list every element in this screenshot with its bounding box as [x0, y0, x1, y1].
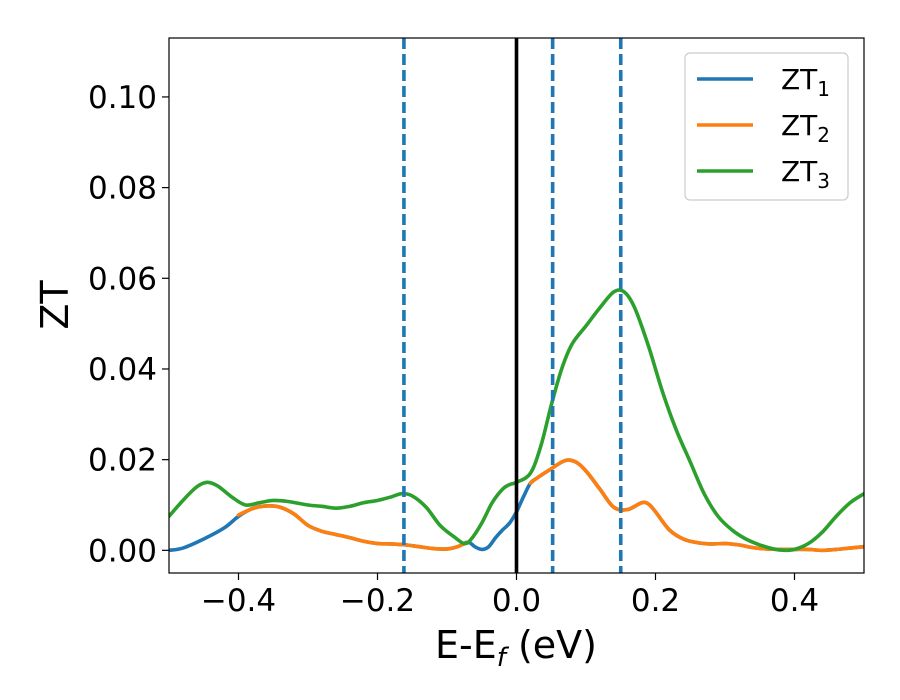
- y-tick-label: 0.06: [88, 261, 157, 297]
- legend-label-zt1: ZT1: [781, 63, 830, 101]
- y-axis-label: ZT: [33, 280, 77, 330]
- x-tick-label: −0.2: [340, 583, 415, 619]
- y-tick-label: 0.04: [88, 352, 157, 388]
- x-tick-label: 0.0: [492, 583, 541, 619]
- x-axis-label: E-Ef (eV): [435, 623, 597, 673]
- x-tick-label: −0.4: [201, 583, 276, 619]
- y-tick-label: 0.10: [88, 80, 157, 116]
- y-ticks: 0.00 0.02 0.04 0.06 0.08 0.10: [88, 80, 169, 569]
- x-tick-label: 0.4: [770, 583, 819, 619]
- y-tick-label: 0.02: [88, 443, 157, 479]
- series-line-zt3: [169, 288, 864, 553]
- y-tick-label: 0.00: [88, 533, 157, 569]
- x-tick-label: 0.2: [631, 583, 680, 619]
- legend-frame: [684, 52, 849, 201]
- x-ticks: −0.4 −0.2 0.0 0.2 0.4: [201, 573, 819, 619]
- series-line-zt2: [236, 458, 864, 553]
- y-tick-label: 0.08: [88, 171, 157, 207]
- legend: ZT1 ZT2 ZT3: [684, 52, 849, 201]
- legend-label-zt2: ZT2: [781, 109, 830, 147]
- vertical-lines-layer: [402, 38, 623, 573]
- series-layer: [169, 288, 864, 553]
- legend-label-zt3: ZT3: [781, 155, 830, 193]
